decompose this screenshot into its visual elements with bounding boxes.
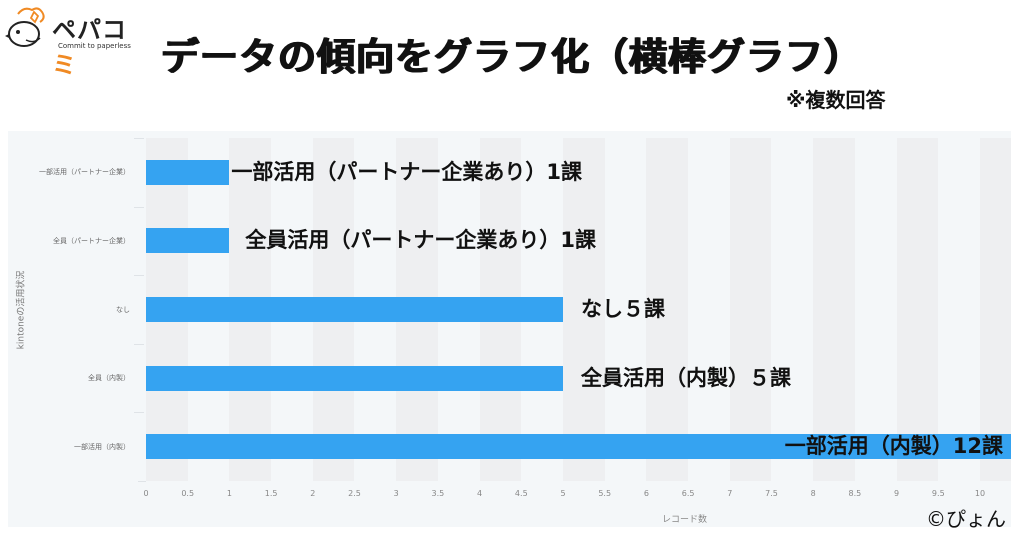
x-tick-label: 3 xyxy=(393,489,399,498)
brand-name: ペパコミ xyxy=(52,16,127,79)
x-tick-label: 2 xyxy=(310,489,316,498)
grid-band xyxy=(563,138,605,481)
x-tick-label: 7 xyxy=(727,489,733,498)
x-tick-label: 4.5 xyxy=(514,489,528,498)
x-tick-label: 2.5 xyxy=(348,489,361,498)
credit: ©ぴょん xyxy=(926,507,1006,531)
bar[interactable] xyxy=(146,228,230,254)
x-tick-label: 1.5 xyxy=(264,489,278,498)
x-tick-label: 0 xyxy=(143,489,149,498)
y-tick xyxy=(134,343,144,345)
x-axis-label: レコード数 xyxy=(662,515,708,525)
bar-annotation: 全員活用（内製）５課 xyxy=(581,365,791,390)
x-tick-label: 1 xyxy=(226,489,232,498)
bar[interactable] xyxy=(146,365,563,391)
y-category-label: 一部活用（パートナー企業） xyxy=(39,168,130,177)
y-axis-label: kintoneの活用状況 xyxy=(16,270,27,350)
y-tick xyxy=(134,206,144,208)
bar-annotation: 一部活用（内製）12課 xyxy=(784,434,1003,459)
y-category-label: 一部活用（内製） xyxy=(74,442,130,451)
x-tick-label: 5 xyxy=(560,489,566,498)
x-tick-label: 10 xyxy=(974,489,986,498)
x-tick-label: 9.5 xyxy=(931,489,945,498)
note-multiple-answers: ※複数回答 xyxy=(786,88,886,112)
y-tick xyxy=(134,412,144,414)
y-category-label: 全員（内製） xyxy=(88,374,130,383)
bar[interactable] xyxy=(146,159,230,185)
bar[interactable] xyxy=(146,297,563,322)
grid-band xyxy=(729,138,772,481)
grid-band xyxy=(813,138,855,481)
brand-tagline: Commit to paperless xyxy=(58,42,131,50)
x-tick-label: 5.5 xyxy=(598,489,612,498)
bar-annotation: 全員活用（パートナー企業あり）1課 xyxy=(245,228,597,253)
bird-mascot-icon xyxy=(5,7,45,47)
x-tick-label: 8 xyxy=(810,489,816,498)
y-tick xyxy=(134,138,144,139)
grid-band xyxy=(980,138,1011,481)
x-tick-label: 6.5 xyxy=(681,489,695,498)
x-tick-label: 4 xyxy=(477,489,483,498)
x-tick-label: 0.5 xyxy=(181,489,195,498)
logo: ペパコミ Commit to paperless xyxy=(4,4,144,79)
y-category-label: 全員（パートナー企業） xyxy=(53,236,130,245)
x-tick-label: 8.5 xyxy=(848,489,862,498)
x-tick-label: 9 xyxy=(894,489,900,498)
axis-corner xyxy=(138,481,146,482)
grid-band xyxy=(896,138,939,481)
y-tick xyxy=(134,275,144,277)
bar-annotation: なし５課 xyxy=(581,297,665,321)
bar-annotation: 一部活用（パートナー企業あり）1課 xyxy=(231,159,583,184)
plot-area: 一部活用（パートナー企業あり）1課全員活用（パートナー企業あり）1課なし５課全員… xyxy=(146,138,1011,481)
grid-band xyxy=(646,138,689,481)
page-title: データの傾向をグラフ化（横棒グラフ） xyxy=(160,35,863,79)
x-tick-label: 3.5 xyxy=(431,489,445,498)
bar[interactable] xyxy=(146,434,1011,460)
x-tick-label: 7.5 xyxy=(765,489,778,498)
y-category-label: なし xyxy=(116,305,130,314)
x-tick-label: 6 xyxy=(643,489,649,498)
